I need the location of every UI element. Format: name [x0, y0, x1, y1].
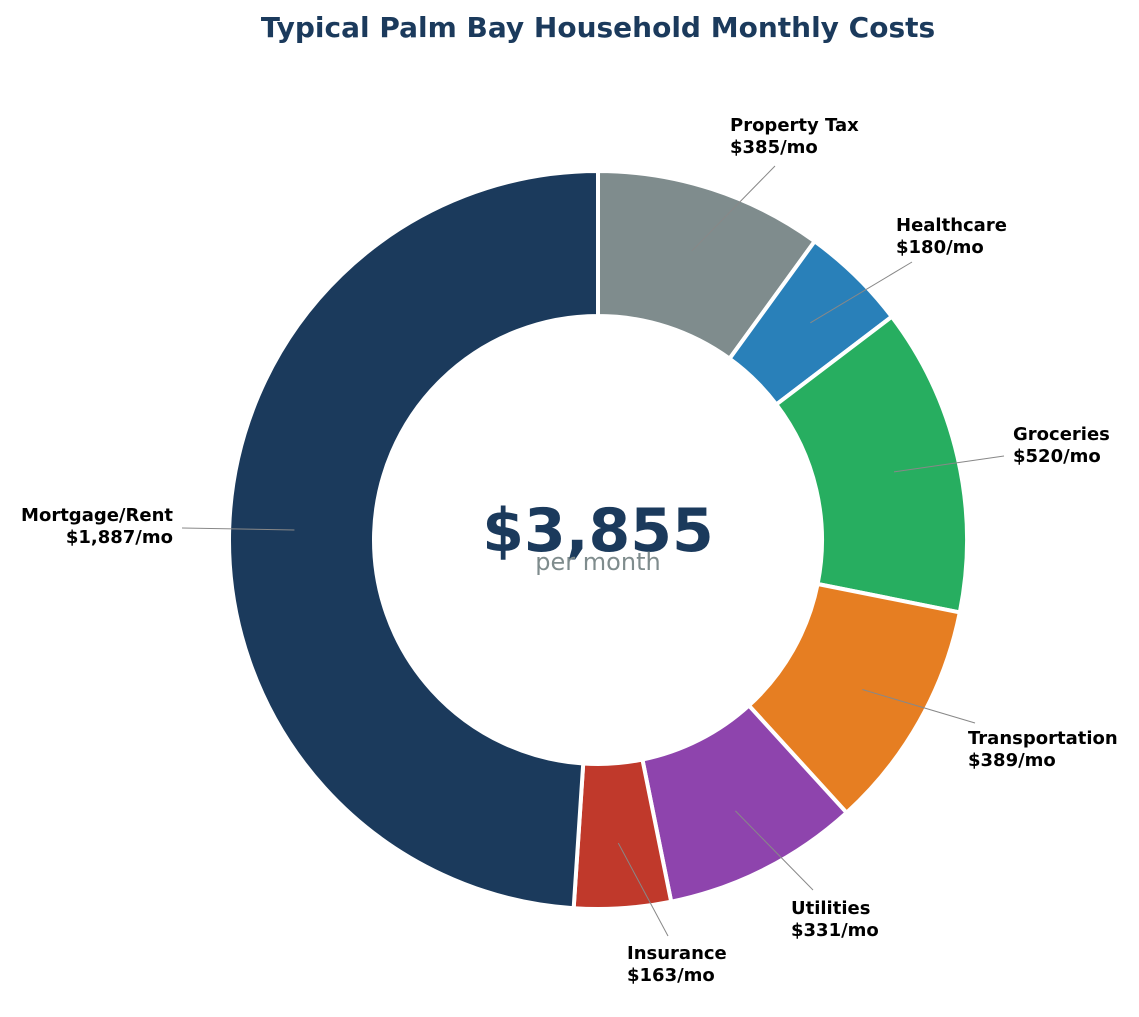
- slice-mortgage-rent: [227, 168, 600, 911]
- slice-value-label: $385/mo: [730, 137, 818, 158]
- donut-slices: [227, 168, 969, 911]
- slice-label: Groceries: [1013, 424, 1110, 445]
- slice-value-label: $1,887/mo: [66, 527, 173, 548]
- slice-label: Property Tax: [730, 115, 859, 136]
- chart-title: Typical Palm Bay Household Monthly Costs: [261, 11, 935, 44]
- leader-lines: [181, 165, 1005, 937]
- leader-line: [893, 455, 1005, 473]
- slice-value-label: $389/mo: [968, 750, 1056, 771]
- leader-line: [862, 689, 976, 724]
- leader-line: [617, 842, 669, 937]
- slice-value-label: $331/mo: [791, 920, 879, 941]
- slice-label: Utilities: [791, 898, 870, 919]
- slice-value-label: $180/mo: [896, 237, 984, 258]
- leader-line: [181, 527, 295, 531]
- slice-labels: Property Tax$385/mo Healthcare$180/mo Groc…: [21, 115, 1118, 986]
- slice-label: Transportation: [968, 728, 1118, 749]
- slice-label: Insurance: [627, 943, 727, 964]
- center-subtitle: per month: [535, 548, 660, 576]
- center-total: $3,855: [482, 496, 714, 566]
- slice-label: Healthcare: [896, 215, 1007, 236]
- leader-line: [810, 261, 913, 324]
- slice-label: Mortgage/Rent: [21, 505, 173, 526]
- slice-value-label: $520/mo: [1013, 446, 1101, 467]
- leader-line: [735, 810, 814, 891]
- slice-value-label: $163/mo: [627, 965, 715, 986]
- leader-line: [691, 165, 776, 252]
